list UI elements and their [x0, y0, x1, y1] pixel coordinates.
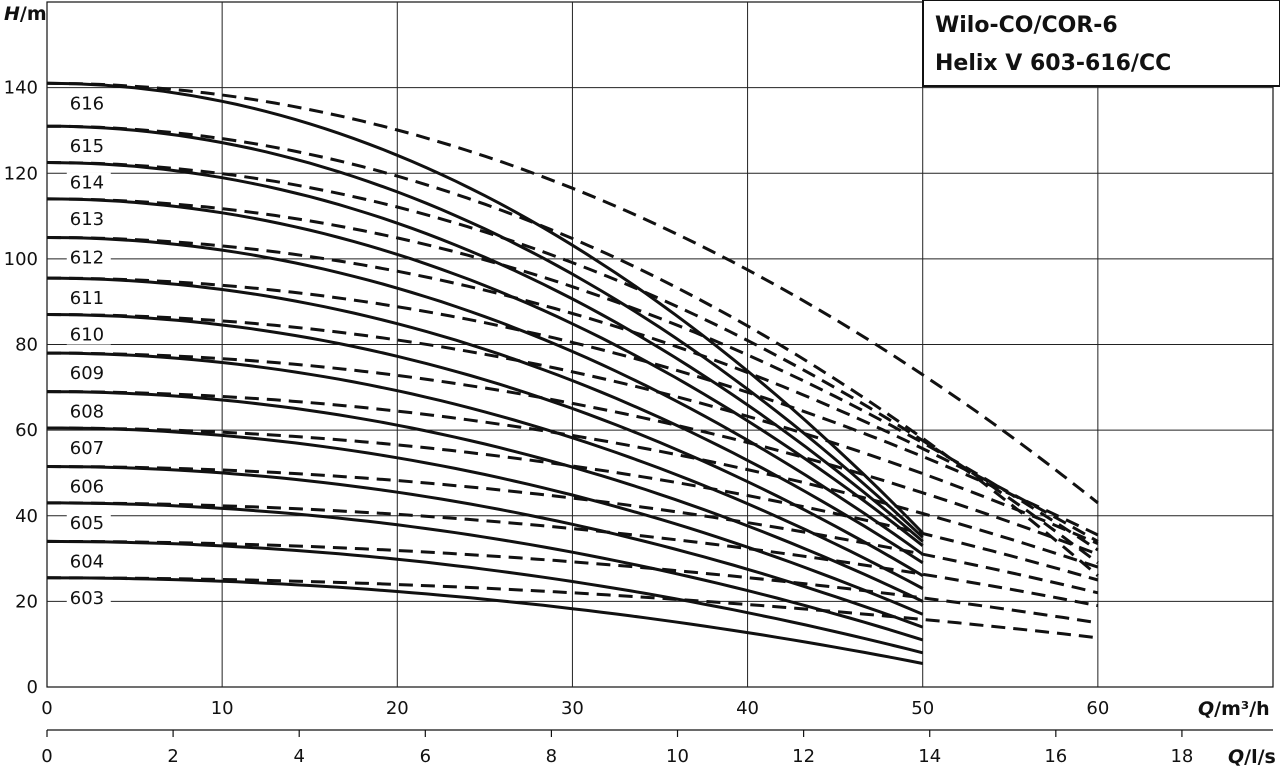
x2-tick-label: 16	[1044, 746, 1067, 767]
curve-label-614: 614	[70, 173, 104, 194]
curve-label-606: 606	[70, 477, 104, 498]
solid-curve-610	[46, 313, 924, 577]
dashed-curve-611	[46, 276, 1099, 537]
solid-curve-616	[46, 81, 924, 534]
x2-tick-label: 2	[167, 746, 178, 767]
curve-label-613: 613	[70, 209, 104, 230]
x2-tick-label: 12	[792, 746, 815, 767]
solid-curve-607	[47, 426, 924, 616]
x-tick-label: 30	[561, 698, 584, 719]
curve-label-605: 605	[70, 513, 104, 534]
curve-label-604: 604	[70, 551, 104, 572]
solid-curve-614	[46, 161, 924, 543]
dashed-curve-607	[47, 426, 1099, 582]
grid	[46, 1, 1274, 688]
curve-label-bg	[66, 476, 111, 497]
curve-label-bg	[66, 587, 111, 608]
x2-axis-title-unit: /l/s	[1244, 746, 1276, 768]
curve-label-bg	[66, 208, 111, 229]
y-tick-label: 60	[15, 420, 38, 441]
y-axis-title-unit: /m	[20, 3, 47, 25]
axes: 0 10 20 30 40 50 60 0 20 40 60 80 100 120 140 0 2 4 6 8 10 12…	[4, 78, 1273, 767]
y-tick-label: 140	[4, 78, 38, 99]
x2-axis-title-symbol: Q	[1228, 746, 1244, 768]
curve-label-612: 612	[70, 247, 104, 268]
curve-label-611: 611	[70, 288, 104, 309]
curve-label-bg	[66, 401, 111, 422]
solid-curve-603	[46, 576, 923, 665]
curve-label-615: 615	[70, 136, 104, 157]
solid-curve-604	[46, 539, 924, 655]
curve-labels: 603 604 605 606 607 608 609 610 611 612 613 614 615 6…	[66, 93, 111, 609]
curve-label-bg	[66, 172, 111, 193]
solid-curve-606	[46, 465, 924, 629]
x2-tick-label: 6	[420, 746, 431, 767]
dashed-curve-614	[46, 161, 1099, 564]
x2-tick-label: 10	[666, 746, 689, 767]
dashed-curve-609	[47, 351, 1099, 556]
curve-label-bg	[66, 324, 111, 345]
dashed-curve-615	[46, 124, 1099, 577]
x-tick-label: 0	[41, 698, 52, 719]
x2-axis-title: Q/l/s	[1228, 746, 1276, 768]
x2-tick-label: 0	[41, 746, 52, 767]
dashed-curve-616	[46, 81, 1099, 505]
x2-tick-label: 8	[546, 746, 557, 767]
y-axis-title: H/m	[4, 3, 47, 25]
y-tick-label: 20	[15, 591, 38, 612]
curve-label-bg	[66, 363, 111, 384]
dashed-curve-610	[46, 313, 1099, 545]
x-axis-title-symbol: Q	[1198, 698, 1214, 720]
y-tick-label: 80	[15, 335, 38, 356]
dashed-curve-608	[47, 390, 1099, 569]
x2-tick-label: 14	[918, 746, 941, 767]
solid-curve-613	[46, 197, 924, 547]
curve-label-609: 609	[70, 363, 104, 384]
solid-curve-608	[46, 390, 924, 603]
dashed-curve-613	[46, 197, 1099, 552]
solid-curve-615	[46, 124, 924, 539]
x-tick-label: 40	[736, 698, 759, 719]
x2-tick-label: 18	[1170, 746, 1193, 767]
curve-label-bg	[66, 247, 111, 268]
dashed-curve-612	[46, 236, 1099, 543]
solid-curve-609	[47, 351, 924, 590]
title-box: Wilo-CO/COR-6 Helix V 603-616/CC	[922, 0, 1280, 87]
x-axis-title-unit: /m³/h	[1214, 698, 1270, 720]
x-axis-title: Q/m³/h	[1198, 698, 1270, 720]
curve-label-610: 610	[70, 325, 104, 346]
title-line-2: Helix V 603-616/CC	[935, 51, 1171, 76]
curve-label-bg	[66, 136, 111, 157]
y-tick-label: 40	[15, 506, 38, 527]
curve-label-608: 608	[70, 402, 104, 423]
x2-tick-label: 4	[293, 746, 304, 767]
curve-label-bg	[66, 512, 111, 533]
y-axis-title-symbol: H	[4, 3, 20, 25]
curve-label-607: 607	[70, 438, 104, 459]
curve-label-bg	[66, 437, 111, 458]
solid-curve-611	[46, 276, 924, 565]
y-tick-label: 100	[4, 249, 38, 270]
y-tick-label: 0	[27, 677, 38, 698]
curve-label-bg	[66, 93, 111, 114]
curve-label-bg	[66, 551, 111, 572]
x-tick-label: 20	[386, 698, 409, 719]
solid-curve-605	[47, 501, 924, 642]
x-tick-label: 10	[211, 698, 234, 719]
title-box-frame	[922, 0, 1280, 87]
axis-titles: H/m Q/m³/h Q/l/s	[4, 3, 1276, 768]
y-tick-label: 120	[4, 163, 38, 184]
x-tick-label: 60	[1086, 698, 1109, 719]
curve-label-bg	[66, 288, 111, 309]
curve-label-616: 616	[70, 93, 104, 114]
curves	[46, 81, 1099, 665]
solid-curve-612	[46, 236, 924, 556]
curve-label-603: 603	[70, 588, 104, 609]
title-line-1: Wilo-CO/COR-6	[935, 13, 1118, 38]
x-tick-label: 50	[911, 698, 934, 719]
